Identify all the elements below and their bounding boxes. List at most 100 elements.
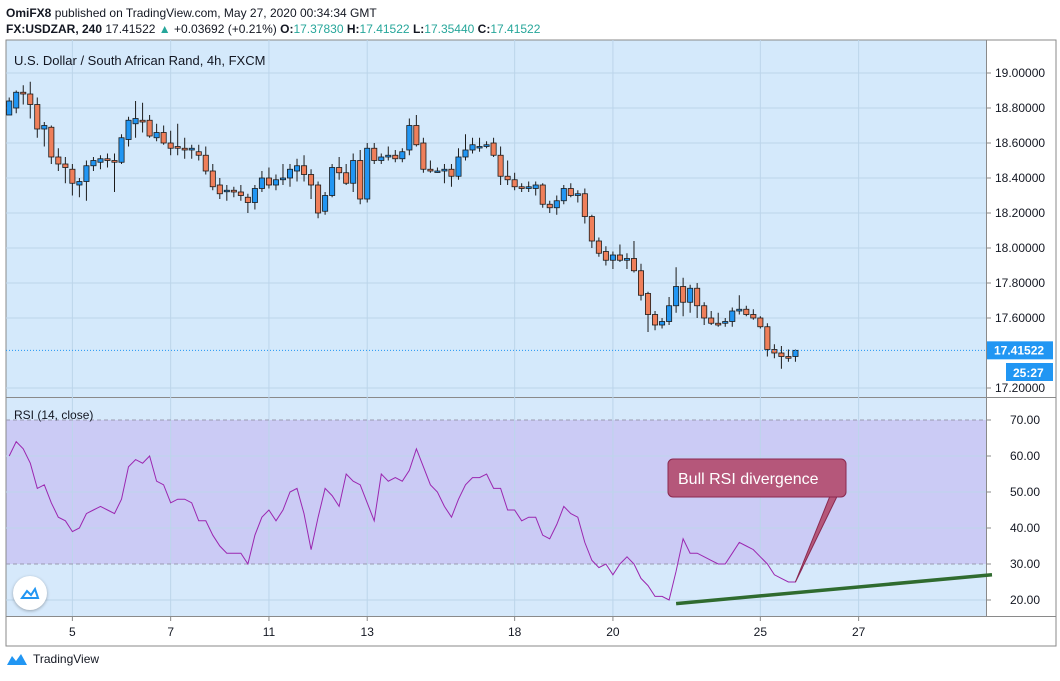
price-axis-label: 18.40000 — [995, 171, 1045, 185]
candle-body — [406, 125, 413, 151]
candle-body — [265, 177, 272, 186]
candle-body — [750, 314, 757, 319]
high-value: 17.41522 — [359, 22, 410, 36]
candle-body — [153, 132, 160, 139]
candle-body — [83, 165, 90, 182]
footer-brand[interactable]: TradingView — [33, 652, 100, 666]
candle-body — [111, 160, 118, 163]
candle-body — [343, 172, 350, 184]
callout-box[interactable] — [667, 458, 847, 498]
candle-body — [181, 147, 188, 151]
candle-body — [336, 167, 343, 174]
up-arrow-icon: ▲ — [158, 22, 171, 36]
rsi-axis-label: 70.00 — [1010, 413, 1040, 427]
candle-body — [364, 147, 371, 200]
candle-body — [532, 184, 539, 189]
candle-body — [13, 91, 20, 109]
publish-info: OmiFX8 published on TradingView.com, May… — [6, 6, 377, 20]
candle-body — [581, 193, 588, 217]
candle-body — [104, 158, 111, 161]
candle-body — [518, 186, 525, 189]
candle-body — [378, 156, 385, 161]
candle-body — [497, 154, 504, 177]
candle-body — [567, 188, 574, 196]
candle-body — [588, 216, 595, 242]
candle-body — [722, 321, 729, 324]
close-value: 17.41522 — [490, 22, 541, 36]
candle-body — [27, 93, 34, 105]
candle-body — [385, 154, 392, 158]
price-axis-label: 18.80000 — [995, 101, 1045, 115]
candle-body — [160, 132, 167, 144]
candle-body — [167, 142, 174, 149]
candle-body — [609, 254, 616, 261]
candle-body — [125, 119, 132, 140]
symbol-label[interactable]: FX:USDZAR, 240 — [6, 22, 103, 36]
time-axis-label: 13 — [361, 625, 375, 639]
candle-body — [708, 317, 715, 324]
rsi-axis-label: 40.00 — [1010, 521, 1040, 535]
candle-body — [595, 240, 602, 254]
candle-body — [202, 154, 209, 172]
candle-body — [97, 158, 104, 163]
candle-body — [62, 163, 69, 168]
chart-canvas[interactable]: 19.00000 18.80000 18.60000 18.40000 18.20000… — [0, 0, 1060, 650]
footer: TradingView — [6, 652, 99, 666]
price-pane-bg — [6, 40, 986, 397]
price-axis-label: 18.20000 — [995, 206, 1045, 220]
candle-body — [251, 188, 258, 203]
candle-body — [694, 287, 701, 307]
candle-body — [399, 151, 406, 160]
candle-body — [469, 144, 476, 151]
candle-body — [69, 168, 76, 184]
candle-body — [308, 174, 315, 186]
price-axis-label: 19.00000 — [995, 66, 1045, 80]
candle-body — [743, 308, 750, 315]
candle-body — [462, 149, 469, 158]
candle-body — [455, 156, 462, 177]
publisher-name[interactable]: OmiFX8 — [6, 6, 52, 20]
candle-body — [146, 119, 153, 137]
rsi-pane-title: RSI (14, close) — [14, 408, 93, 422]
time-axis-label: 25 — [754, 625, 768, 639]
countdown-badge — [1006, 363, 1053, 381]
candle-body — [48, 126, 55, 158]
candle-body — [329, 167, 336, 196]
candle-body — [139, 119, 146, 123]
candle-body — [553, 200, 560, 209]
candle-body — [490, 142, 497, 156]
candle-body — [659, 321, 666, 326]
time-axis-label: 27 — [852, 625, 866, 639]
candle-body — [574, 193, 581, 196]
candle-body — [652, 314, 659, 326]
candle-body — [525, 186, 532, 189]
candle-body — [546, 203, 553, 209]
candle-body — [132, 118, 139, 125]
last-price-label: 17.41522 — [994, 343, 1044, 357]
candle-body — [41, 125, 48, 130]
price-axis-label: 18.60000 — [995, 136, 1045, 150]
price-axis-label: 17.60000 — [995, 311, 1045, 325]
candle-body — [539, 184, 546, 205]
candle-body — [434, 170, 441, 173]
candle-body — [792, 349, 799, 357]
open-label: O: — [280, 22, 294, 36]
price-axis-label: 17.80000 — [995, 276, 1045, 290]
candle-body — [279, 177, 286, 181]
low-value: 17.35440 — [424, 22, 475, 36]
candle-body — [483, 144, 490, 147]
divergence-trendline — [675, 573, 993, 606]
candle-body — [76, 181, 83, 186]
candle-body — [616, 254, 623, 261]
candle-body — [680, 286, 687, 303]
tv-floating-logo[interactable] — [13, 576, 47, 610]
candle-body — [174, 146, 181, 149]
price-pane-title: U.S. Dollar / South African Rand, 4h, FX… — [14, 53, 265, 68]
candle-body — [673, 286, 680, 307]
rsi-axis-label: 50.00 — [1010, 485, 1040, 499]
candle-body — [223, 189, 230, 193]
candle-body — [638, 270, 645, 296]
change-value: +0.03692 (+0.21%) — [174, 22, 277, 36]
candle-body — [785, 356, 792, 359]
candle-body — [511, 179, 518, 188]
